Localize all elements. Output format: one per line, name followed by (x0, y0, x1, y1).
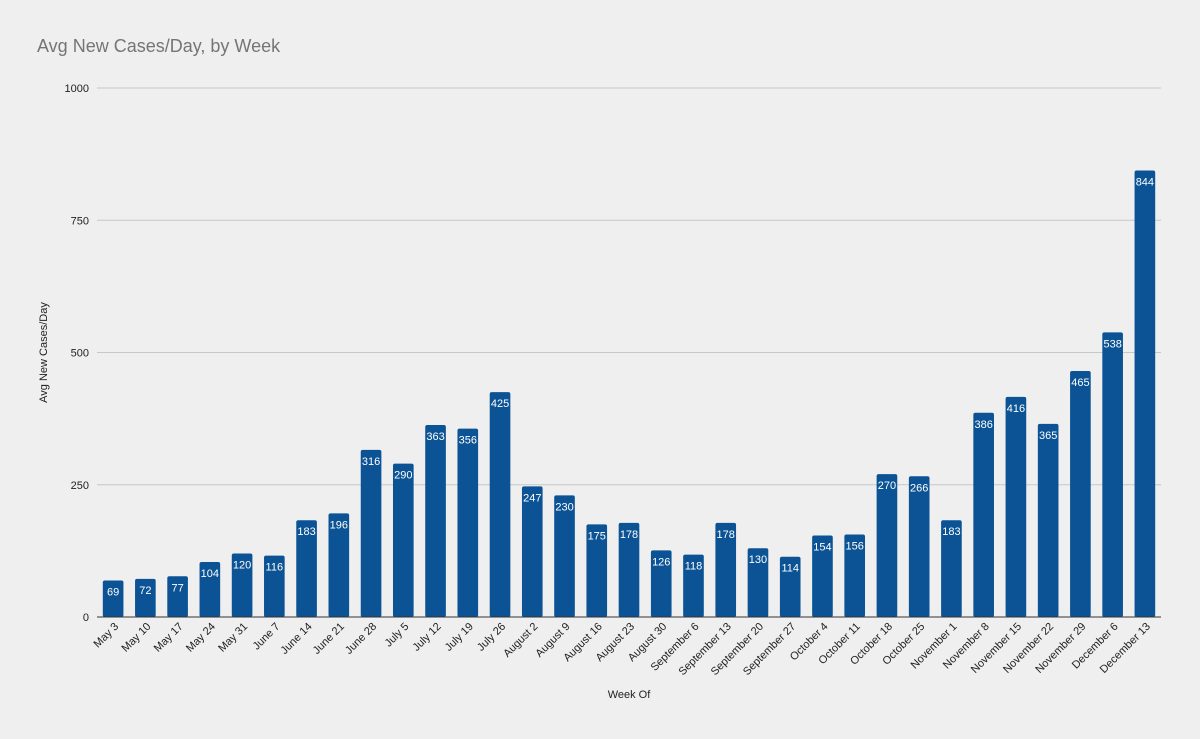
data-label: 270 (878, 480, 896, 492)
bar (715, 522, 737, 617)
bar (554, 495, 575, 617)
bar (876, 474, 898, 617)
bar (199, 561, 221, 617)
data-label: 247 (523, 492, 541, 504)
y-tick-label: 1000 (65, 83, 89, 95)
bar (425, 424, 446, 617)
bar (1005, 396, 1027, 617)
bar (489, 392, 511, 617)
x-tick-label: June 28 (343, 621, 379, 657)
data-label: 416 (1007, 403, 1025, 415)
bar (586, 524, 608, 617)
x-tick-label: May 24 (184, 621, 218, 655)
data-label: 844 (1136, 177, 1154, 189)
bars (102, 170, 1156, 618)
data-label: 183 (297, 526, 315, 538)
bar (618, 522, 640, 617)
x-tick-label: May 10 (119, 621, 153, 655)
x-tick-label: June 21 (311, 621, 347, 657)
bar (264, 555, 285, 617)
bar (360, 449, 382, 617)
bar (650, 550, 672, 617)
bar (844, 534, 866, 617)
bar (392, 463, 414, 617)
bar (102, 580, 124, 617)
bar (812, 535, 833, 617)
x-tick-label: July 19 (443, 621, 476, 654)
data-label: 69 (107, 586, 119, 598)
x-tick-label: August 2 (501, 621, 540, 660)
data-label: 130 (749, 554, 767, 566)
data-label: 363 (426, 431, 444, 443)
x-tick-label: July 5 (383, 621, 412, 650)
bar (296, 520, 317, 617)
bar (779, 556, 801, 617)
chart-title: Avg New Cases/Day, by Week (37, 36, 281, 56)
data-label: 266 (910, 482, 928, 494)
bar (521, 486, 543, 617)
bar (1134, 170, 1156, 618)
data-label: 538 (1103, 338, 1121, 350)
y-tick-label: 0 (83, 612, 89, 624)
x-tick-label: June 14 (279, 621, 315, 657)
bar (908, 476, 930, 617)
bar (135, 578, 156, 617)
data-label: 425 (491, 398, 509, 410)
y-axis-ticks: 0 250 500 750 1000 (65, 83, 89, 624)
data-label: 175 (588, 530, 606, 542)
y-tick-label: 500 (71, 348, 89, 360)
y-tick-label: 750 (71, 215, 89, 227)
bar (1070, 371, 1091, 617)
bar (941, 520, 962, 617)
data-label: 72 (139, 585, 151, 597)
data-label: 120 (233, 560, 251, 572)
bar (231, 553, 253, 617)
data-label: 77 (171, 582, 183, 594)
bar (1037, 423, 1059, 617)
data-label: 118 (685, 561, 703, 573)
data-label: 126 (652, 556, 670, 568)
x-tick-label: May 31 (216, 621, 250, 655)
data-labels: 69 72 77 104 120 116 183 196 316 290 363 356 425 247 2… (107, 177, 1154, 599)
data-label: 154 (813, 542, 831, 554)
data-label: 104 (201, 568, 219, 580)
x-tick-label: May 3 (92, 621, 122, 651)
y-tick-label: 250 (71, 480, 89, 492)
bar (457, 428, 479, 617)
data-label: 465 (1071, 377, 1089, 389)
data-label: 114 (781, 563, 799, 575)
bar (328, 513, 350, 617)
data-label: 356 (459, 435, 477, 447)
x-tick-label: May 17 (152, 621, 186, 655)
bar (167, 576, 188, 617)
bar (973, 412, 994, 617)
data-label: 116 (266, 562, 284, 574)
bar (747, 548, 769, 617)
x-tick-label: June 7 (251, 621, 283, 653)
gridlines (97, 87, 1161, 486)
data-label: 316 (362, 456, 380, 468)
data-label: 196 (330, 519, 348, 531)
y-axis-label: Avg New Cases/Day (38, 302, 50, 403)
bar (1102, 332, 1123, 617)
x-axis-label: Week Of (608, 689, 652, 701)
data-label: 183 (942, 526, 960, 538)
data-label: 178 (620, 529, 638, 541)
data-label: 178 (717, 529, 735, 541)
bar (683, 554, 704, 617)
data-label: 386 (974, 419, 992, 431)
data-label: 365 (1039, 430, 1057, 442)
x-tick-label: July 12 (411, 621, 444, 654)
data-label: 230 (555, 501, 573, 513)
data-label: 156 (846, 540, 864, 552)
data-label: 290 (394, 470, 412, 482)
